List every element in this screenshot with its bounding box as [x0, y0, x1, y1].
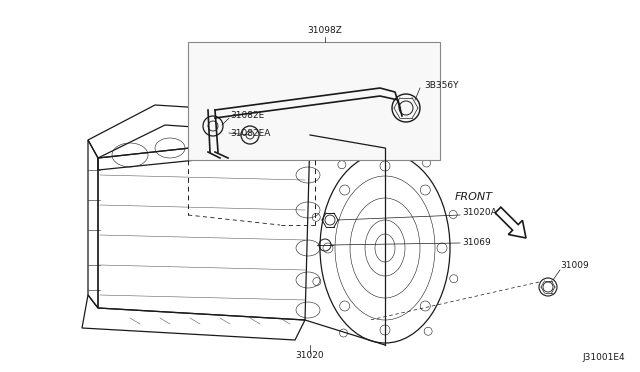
FancyArrow shape [495, 207, 526, 238]
Bar [188, 42, 440, 160]
Text: 31020: 31020 [296, 351, 324, 360]
Text: 31098Z: 31098Z [308, 26, 342, 35]
Text: 31082E: 31082E [230, 110, 264, 119]
Text: 31069: 31069 [462, 237, 491, 247]
Text: 31020A: 31020A [462, 208, 497, 217]
Text: 3B356Y: 3B356Y [424, 80, 458, 90]
Text: FRONT: FRONT [455, 192, 493, 202]
Text: 31082EA: 31082EA [230, 128, 270, 138]
Text: J31001E4: J31001E4 [582, 353, 625, 362]
Text: 31009: 31009 [560, 260, 589, 269]
